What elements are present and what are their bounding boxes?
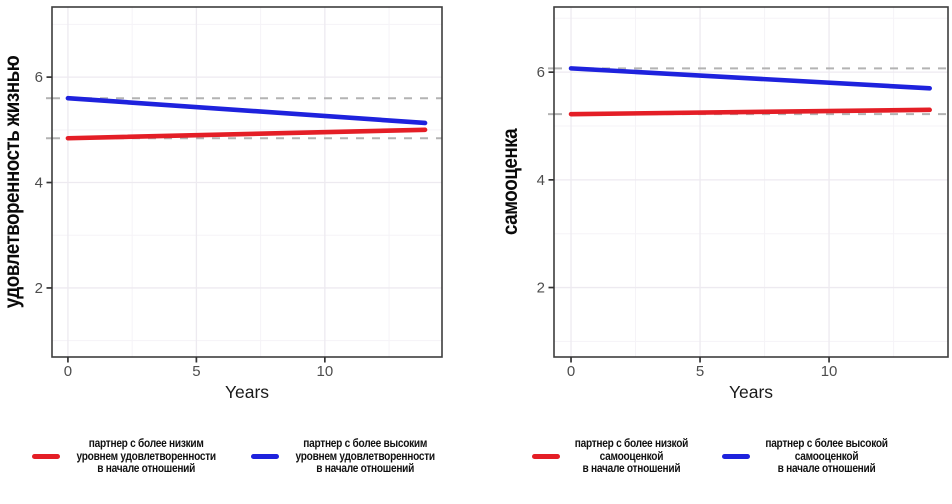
legend: партнер с более низкой самооценкой в начал…: [476, 438, 952, 476]
legend-swatch-red: [31, 454, 60, 460]
legend-label-line: партнер с более высокой: [765, 438, 888, 450]
plot-area-self-esteem: 2 4 6 0 5 10 Years самооценка: [499, 6, 949, 402]
y-tick-label: 6: [537, 64, 545, 81]
y-tick-label: 6: [35, 69, 43, 86]
series-line: [568, 66, 932, 91]
y-axis-title: самооценка: [499, 128, 522, 236]
y-tick-label: 4: [35, 175, 43, 192]
legend-label-line: уровнем удовлетворенности: [76, 450, 216, 463]
legend-swatch-red: [532, 454, 561, 460]
legend-label: партнер с более низкой самооценкой в начал…: [574, 438, 689, 476]
legend-item-blue: партнер с более высоким уровнем удовлетво…: [251, 438, 444, 476]
chart-life-satisfaction: 2 4 6 0 5 10 Years удовлетворенность жизнью парт…: [0, 6, 476, 476]
chart-self-esteem: 2 4 6 0 5 10 Years самооценка партнер с более ни…: [476, 0, 952, 504]
legend-label: партнер с более низким уровнем удовлетвор…: [76, 438, 216, 476]
legend: партнер с более низким уровнем удовлетвор…: [0, 438, 476, 476]
legend-label-line: в начале отношений: [582, 463, 681, 475]
x-axis-title: Years: [729, 382, 773, 402]
series-line: [65, 127, 428, 141]
y-tick-label: 2: [35, 280, 43, 297]
legend-label: партнер с более высокой самооценкой в нача…: [765, 438, 888, 476]
legend-label-line: самооценкой: [794, 450, 859, 463]
x-tick-label: 10: [821, 363, 838, 380]
y-tick-label: 4: [537, 172, 545, 189]
x-tick-label: 0: [567, 363, 575, 380]
legend-label-line: уровнем удовлетворенности: [295, 450, 436, 463]
legend-label: партнер с более высоким уровнем удовлетво…: [295, 438, 436, 476]
legend-label-line: в начале отношений: [316, 463, 415, 475]
series-line: [65, 95, 428, 126]
x-tick-label: 5: [696, 363, 704, 380]
legend-label-line: в начале отношений: [777, 463, 876, 475]
legend-item-red: партнер с более низкой самооценкой в начал…: [532, 438, 696, 476]
panel-border: [553, 6, 949, 358]
legend-item-blue: партнер с более высокой самооценкой в нача…: [721, 438, 896, 476]
x-tick-label: 5: [192, 363, 200, 380]
x-axis-title: Years: [225, 382, 269, 402]
legend-label-line: партнер с более высоким: [303, 438, 428, 450]
y-tick-label: 2: [537, 280, 545, 297]
legend-swatch-blue: [721, 454, 750, 460]
legend-label-line: в начале отношений: [96, 463, 195, 475]
y-axis-title: удовлетворенность жизнью: [1, 55, 24, 308]
plot-area-life-satisfaction: 2 4 6 0 5 10 Years удовлетворенность жизнью: [1, 6, 443, 402]
x-tick-label: 10: [317, 363, 334, 380]
series-line: [568, 107, 932, 117]
legend-label-line: партнер с более низкой: [574, 438, 689, 450]
x-tick-label: 0: [64, 363, 72, 380]
legend-label-line: самооценкой: [599, 450, 664, 463]
legend-label-line: партнер с более низким: [88, 438, 204, 450]
legend-item-red: партнер с более низким уровнем удовлетвор…: [31, 438, 225, 476]
legend-swatch-blue: [251, 454, 279, 460]
